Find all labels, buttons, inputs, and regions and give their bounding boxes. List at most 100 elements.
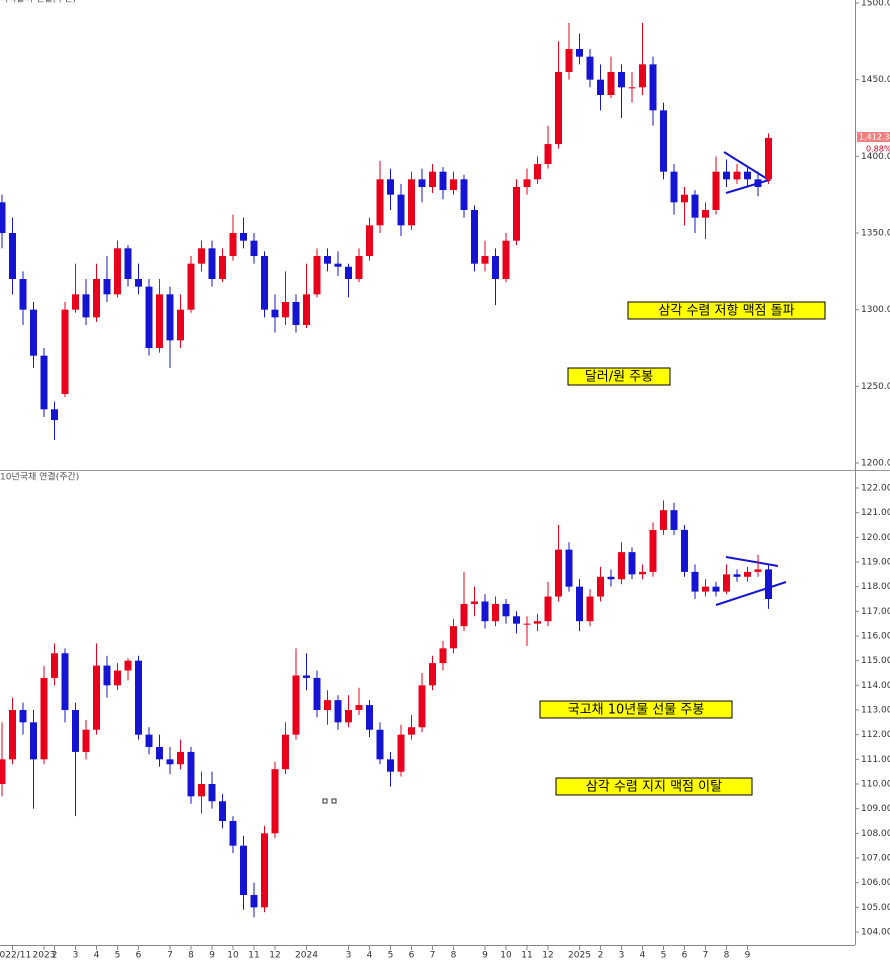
candle-body (250, 895, 258, 908)
triangle-line (725, 556, 779, 567)
candle-body (649, 529, 657, 572)
candle-body (355, 705, 363, 710)
candle-body (0, 202, 6, 233)
x-tick-label: 11 (248, 951, 259, 960)
x-tick-label: 4 (94, 951, 100, 960)
y-tick-label: 108.00 (861, 829, 890, 839)
candle-body (229, 821, 237, 846)
triangle-line (715, 581, 787, 606)
candle-body (471, 210, 478, 264)
candle-body (523, 179, 531, 187)
panel-title: 미국달러 연결(주간) (0, 0, 76, 5)
candle-body (187, 751, 195, 797)
candle-body (418, 685, 426, 728)
annotation: 달러/원 주봉 (585, 370, 653, 385)
candle-body (219, 256, 226, 279)
candle-body (555, 549, 562, 597)
candle-body (103, 665, 111, 686)
candle-body (324, 256, 331, 264)
candle-body (345, 710, 352, 723)
candle-body (219, 801, 226, 821)
x-tick-label: 11 (521, 951, 532, 960)
y-tick-label: 1250.00 (861, 382, 890, 392)
candle-body (271, 769, 279, 834)
x-tick-label: 2022/11 (0, 951, 31, 960)
candle-body (555, 72, 562, 145)
candle-body (72, 294, 79, 310)
y-tick-label: 1400.00 (861, 152, 890, 162)
candle-body (208, 248, 216, 279)
y-tick-label: 112.00 (861, 730, 890, 740)
candle-body (649, 64, 657, 111)
candle-body (765, 137, 772, 180)
candle-body (586, 596, 594, 622)
candle-body (387, 759, 394, 772)
candle-body (628, 87, 636, 89)
candle-body (639, 571, 646, 575)
candle-body (702, 210, 709, 218)
candle-body (513, 616, 520, 624)
x-tick-label: 6 (136, 951, 142, 960)
candle-body (376, 179, 384, 226)
candle-body (733, 171, 741, 180)
candle-body (681, 529, 688, 572)
candle-body (271, 309, 279, 318)
candle-body (19, 710, 27, 723)
x-tick-label: 12 (542, 951, 553, 960)
x-tick-label: 6 (409, 951, 415, 960)
x-tick-label: 6 (682, 951, 688, 960)
annotation-box (567, 367, 671, 386)
candle-body (607, 72, 615, 95)
candle-body (691, 571, 699, 592)
candle-body (240, 845, 247, 895)
candle-body (460, 179, 468, 210)
candle-body (670, 171, 678, 203)
x-tick-label: 2 (598, 951, 604, 960)
candle-body (754, 569, 762, 572)
y-tick-label: 122.00 (861, 484, 890, 494)
candle-body (292, 675, 300, 735)
candle-body (597, 79, 604, 95)
price-tag (857, 132, 890, 142)
candle-body (607, 576, 615, 580)
x-tick-label: 12 (269, 951, 280, 960)
candle-body (9, 710, 16, 760)
y-tick-label: 1200.00 (861, 459, 890, 469)
candle-body (597, 576, 604, 597)
candle-body (145, 734, 153, 747)
candle-body (124, 248, 132, 279)
last-price: 1,412.3 (859, 133, 890, 142)
candle-body (93, 279, 100, 318)
x-tick-label: 3 (619, 951, 625, 960)
candle-body (450, 179, 457, 191)
candle-body (198, 784, 205, 797)
candle-body (639, 64, 646, 88)
candle-body (618, 552, 625, 580)
x-tick-label: 5 (661, 951, 667, 960)
candle-body (586, 56, 594, 80)
candle-body (397, 194, 405, 226)
candle-body (387, 179, 394, 195)
candle-body (712, 586, 720, 592)
candle-body (723, 574, 730, 592)
candle-body (513, 187, 520, 241)
y-tick-label: 121.00 (861, 508, 890, 518)
candle-body (544, 596, 552, 622)
x-tick-label: 5 (388, 951, 394, 960)
candle-body (355, 256, 363, 279)
y-tick-label: 110.00 (861, 780, 890, 790)
x-tick-label: 9 (209, 951, 215, 960)
candle-body (481, 256, 489, 264)
x-tick-label: 8 (724, 951, 730, 960)
candle-body (303, 675, 310, 678)
x-tick-label: 2025 (568, 951, 591, 960)
candle-body (61, 309, 69, 394)
candle-body (765, 569, 772, 599)
x-tick-label: 3 (73, 951, 79, 960)
candle-body (282, 734, 289, 770)
annotation: 국고채 10년물 선물 주봉 (568, 703, 705, 718)
candle-body (429, 663, 436, 686)
candle-body (282, 302, 289, 318)
candle-body (30, 722, 37, 760)
